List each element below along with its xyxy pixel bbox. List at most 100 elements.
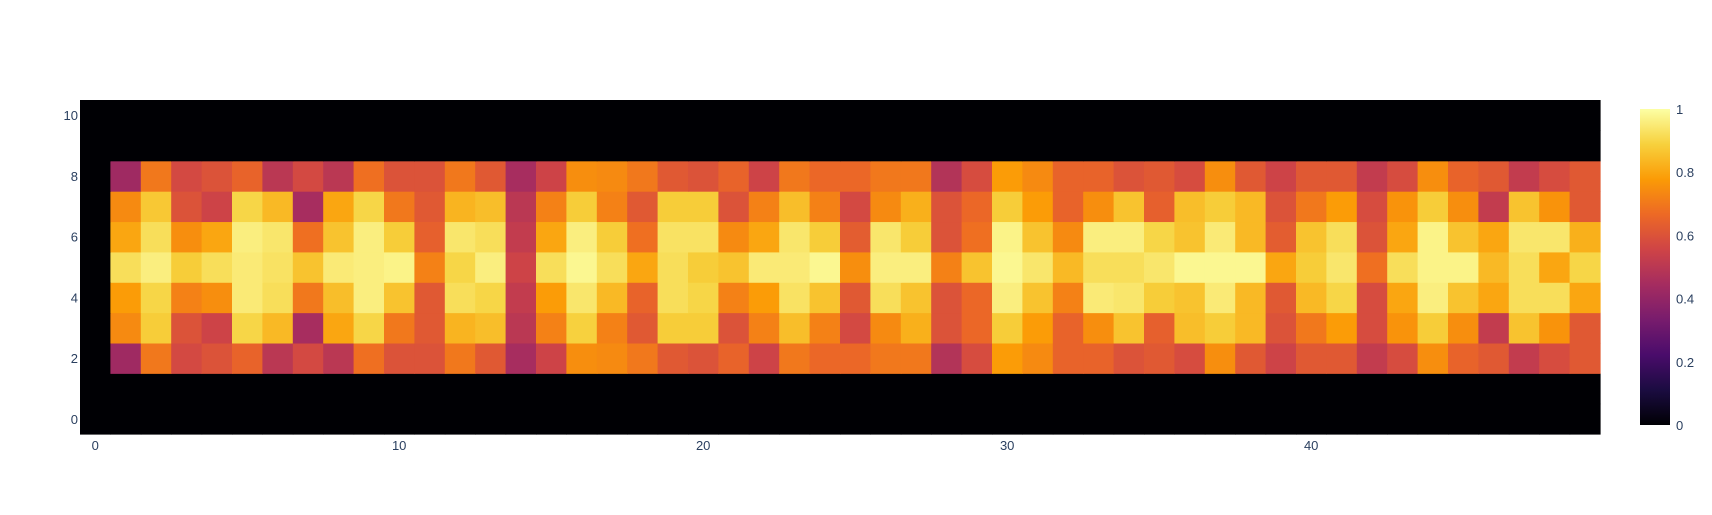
heatmap-cell <box>809 373 841 405</box>
heatmap-cell <box>627 373 659 405</box>
heatmap-cell <box>900 191 932 223</box>
heatmap-cell <box>779 251 811 283</box>
heatmap-cell <box>323 373 355 405</box>
heatmap-cell <box>262 100 294 131</box>
heatmap-cell <box>1052 160 1084 192</box>
heatmap-cell <box>1235 221 1267 253</box>
heatmap-cell <box>1326 221 1358 253</box>
heatmap-cell <box>1235 100 1267 131</box>
heatmap-cell <box>961 403 993 435</box>
heatmap-cell <box>1174 160 1206 192</box>
heatmap-cell <box>1387 160 1419 192</box>
heatmap-cell <box>262 342 294 374</box>
heatmap-cell <box>961 191 993 223</box>
heatmap-cell <box>80 373 111 405</box>
heatmap-cell <box>840 191 871 223</box>
x-axis-ticks: 0 10 20 30 40 <box>92 438 1319 453</box>
heatmap-cell <box>505 282 537 314</box>
heatmap-cell <box>1204 100 1236 131</box>
y-tick-label: 4 <box>71 290 78 305</box>
heatmap-cell <box>596 282 628 314</box>
heatmap-cell <box>1052 251 1084 283</box>
heatmap-cell <box>353 373 385 405</box>
heatmap-cell <box>870 251 902 283</box>
heatmap-cell <box>1478 403 1510 435</box>
heatmap-cell <box>779 312 811 344</box>
heatmap-cell <box>384 221 415 253</box>
heatmap-cell <box>931 160 963 192</box>
heatmap-cell <box>1022 100 1054 131</box>
heatmap-cell <box>1235 342 1267 374</box>
heatmap-cell <box>140 312 172 344</box>
heatmap-cell <box>1022 403 1054 435</box>
heatmap-cell <box>414 403 446 435</box>
heatmap-cell <box>536 191 567 223</box>
colorbar-tick-label: 0.2 <box>1676 355 1694 370</box>
heatmap-cell <box>1417 373 1449 405</box>
heatmap-cell <box>1265 403 1297 435</box>
heatmap-cell <box>536 251 567 283</box>
heatmap-cell <box>505 160 537 192</box>
heatmap-cell <box>992 100 1023 131</box>
heatmap-cell <box>1478 191 1510 223</box>
heatmap-cell <box>414 312 446 344</box>
heatmap-cell <box>1113 221 1145 253</box>
heatmap-cell <box>870 342 902 374</box>
heatmap-cell <box>1113 373 1145 405</box>
heatmap-cell <box>262 403 294 435</box>
heatmap-cell <box>1417 221 1449 253</box>
heatmap-cell <box>748 130 780 162</box>
heatmap-cell <box>992 312 1023 344</box>
heatmap-cell <box>1508 403 1540 435</box>
heatmap-cell <box>1417 160 1449 192</box>
heatmap-cell <box>688 312 719 344</box>
heatmap-cell <box>748 251 780 283</box>
heatmap-cell <box>961 282 993 314</box>
heatmap-cell <box>657 251 689 283</box>
heatmap-cell <box>931 251 963 283</box>
y-axis-ticks: 0 2 4 6 8 10 <box>64 108 78 427</box>
heatmap-cell <box>475 251 507 283</box>
heatmap-cell <box>140 191 172 223</box>
heatmap-cell <box>961 342 993 374</box>
heatmap-cell <box>779 160 811 192</box>
heatmap-cell <box>1052 342 1084 374</box>
heatmap-cell <box>110 251 142 283</box>
heatmap-cell <box>840 100 871 131</box>
heatmap-cell <box>201 191 233 223</box>
heatmap-cell <box>1356 160 1388 192</box>
heatmap-cell <box>718 130 750 162</box>
heatmap-cell <box>1356 373 1388 405</box>
heatmap-cell <box>444 342 476 374</box>
heatmap-cell <box>900 282 932 314</box>
heatmap-cell <box>201 282 233 314</box>
heatmap-cell <box>1448 130 1479 162</box>
heatmap-cell <box>1387 342 1419 374</box>
heatmap-cell <box>1235 160 1267 192</box>
heatmap-cell <box>353 251 385 283</box>
heatmap-cell <box>809 221 841 253</box>
heatmap-cell <box>748 312 780 344</box>
heatmap-cell <box>1235 403 1267 435</box>
heatmap-cell <box>475 312 507 344</box>
heatmap-cell <box>870 191 902 223</box>
heatmap-cell <box>1265 251 1297 283</box>
heatmap-cell <box>444 221 476 253</box>
heatmap-cell <box>779 100 811 131</box>
heatmap-cell <box>1539 251 1571 283</box>
heatmap-cell <box>718 100 750 131</box>
heatmap-cell <box>566 312 598 344</box>
heatmap-cell <box>1052 221 1084 253</box>
heatmap-cell <box>80 251 111 283</box>
heatmap-cell <box>1387 403 1419 435</box>
heatmap-cell <box>596 251 628 283</box>
heatmap-cell <box>1539 312 1571 344</box>
heatmap-cell <box>1265 221 1297 253</box>
heatmap-cell <box>900 251 932 283</box>
heatmap-cell <box>80 342 111 374</box>
heatmap-cell <box>992 221 1023 253</box>
heatmap-cell <box>1356 342 1388 374</box>
heatmap-cell <box>1569 191 1601 223</box>
heatmap-cell <box>1265 282 1297 314</box>
heatmap-cell <box>566 160 598 192</box>
